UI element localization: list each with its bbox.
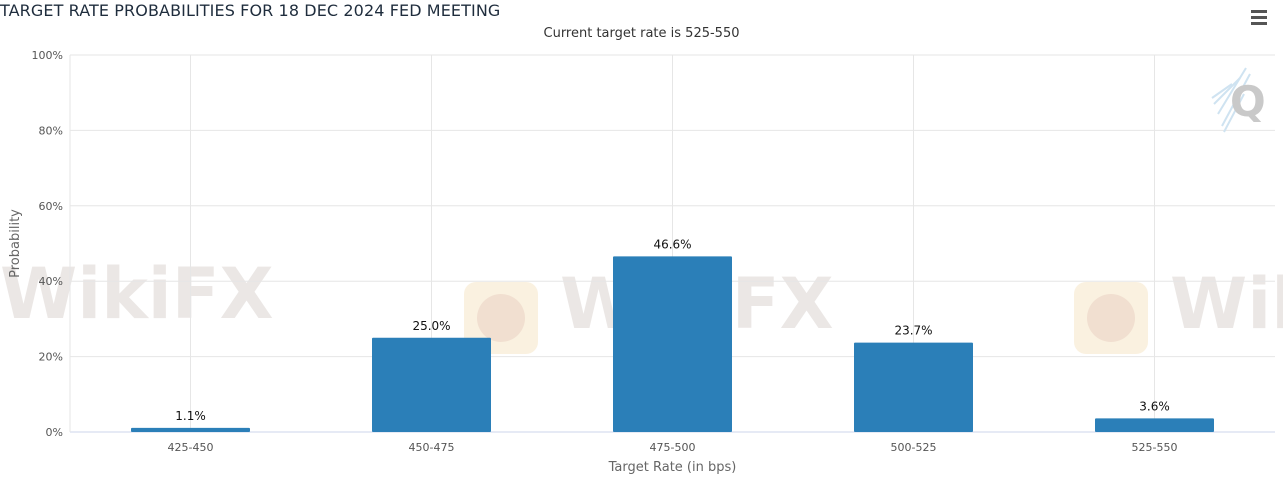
watermark-text: Wiki [1170, 263, 1283, 345]
quikstrike-logo-icon: Q [1211, 67, 1266, 133]
bar-525-550[interactable] [1095, 418, 1214, 432]
y-tick-label: 100% [32, 49, 63, 62]
chart-menu-button[interactable] [1251, 10, 1269, 26]
x-axis-title: Target Rate (in bps) [608, 460, 737, 475]
x-tick-label: 450-475 [409, 441, 455, 454]
bars [131, 256, 1214, 432]
data-label: 25.0% [412, 319, 450, 333]
data-label: 23.7% [894, 324, 932, 338]
bar-500-525[interactable] [854, 342, 973, 432]
bar-425-450[interactable] [131, 427, 250, 432]
y-tick-label: 60% [39, 200, 63, 213]
bar-450-475[interactable] [372, 337, 491, 432]
y-axis-title: Probability [8, 209, 23, 278]
hamburger-icon [1251, 10, 1267, 13]
labels: 0% 20% 40% 60% 80% 100% 425-450 450-475 475-500 5… [8, 49, 1177, 475]
data-label: 46.6% [653, 237, 691, 251]
y-tick-label: 0% [46, 426, 63, 439]
x-tick-label: 475-500 [650, 441, 696, 454]
data-label: 3.6% [1139, 399, 1170, 413]
svg-text:Q: Q [1230, 77, 1266, 126]
x-tick-label: 525-550 [1132, 441, 1178, 454]
bar-475-500[interactable] [613, 256, 732, 432]
y-tick-label: 80% [39, 124, 63, 137]
data-label: 1.1% [175, 409, 206, 423]
chart-subtitle: Current target rate is 525-550 [543, 26, 740, 41]
x-tick-label: 425-450 [168, 441, 214, 454]
x-tick-label: 500-525 [891, 441, 937, 454]
chart-title: TARGET RATE PROBABILITIES FOR 18 DEC 202… [0, 1, 501, 20]
watermark-text: WikiFX [0, 253, 274, 335]
y-tick-label: 20% [39, 351, 63, 364]
y-tick-label: 40% [39, 275, 63, 288]
